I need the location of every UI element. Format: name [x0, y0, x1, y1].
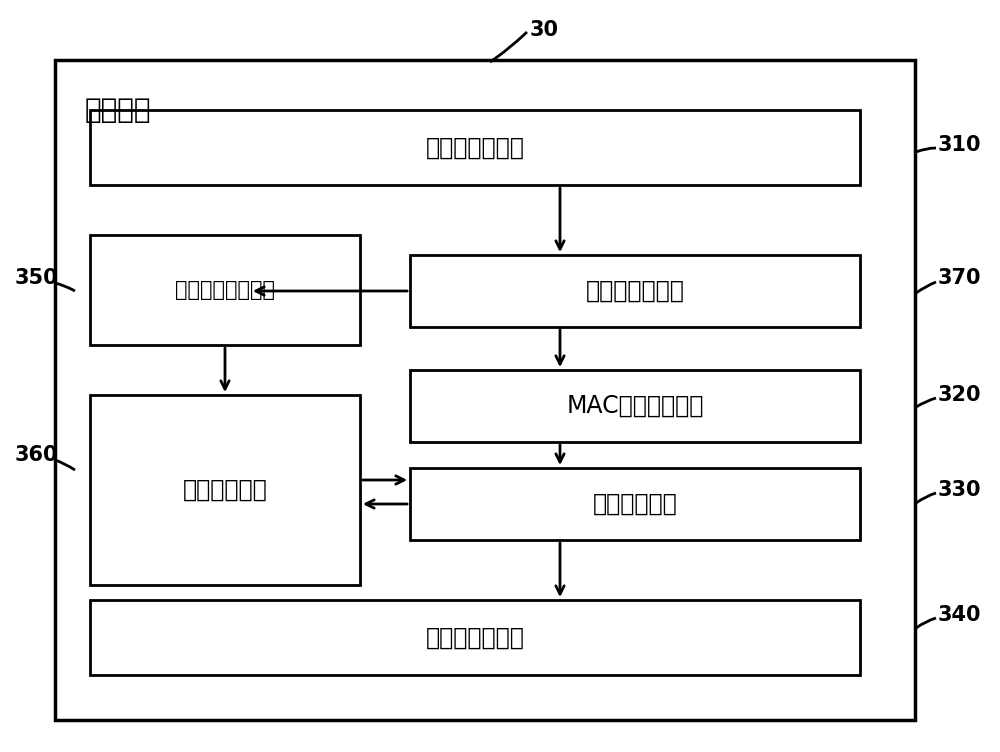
Text: MAC地址修改模块: MAC地址修改模块	[566, 394, 704, 418]
Bar	[90, 600, 860, 675]
Text: 分流设备: 分流设备	[85, 96, 152, 124]
Text: 340: 340	[938, 605, 982, 625]
Bar	[410, 255, 860, 327]
Text: 分流策略配置模块: 分流策略配置模块	[175, 280, 275, 300]
Bar	[90, 395, 360, 585]
Text: 数据包接收模块: 数据包接收模块	[426, 135, 524, 159]
Text: 流量统计模块: 流量统计模块	[593, 492, 677, 516]
Text: 负载均衡模块: 负载均衡模块	[183, 478, 267, 502]
Bar	[410, 468, 860, 540]
Bar	[90, 235, 360, 345]
Text: 应用层分流模块: 应用层分流模块	[586, 279, 684, 303]
Text: 370: 370	[938, 268, 982, 288]
Text: 30: 30	[530, 20, 559, 40]
Bar	[55, 60, 915, 720]
Text: 310: 310	[938, 135, 982, 155]
Text: 350: 350	[15, 268, 59, 288]
Text: 330: 330	[938, 480, 982, 500]
Text: 360: 360	[15, 445, 58, 465]
Text: 320: 320	[938, 385, 982, 405]
Text: 数据包发送模块: 数据包发送模块	[426, 626, 524, 650]
Bar	[410, 370, 860, 442]
Bar	[90, 110, 860, 185]
